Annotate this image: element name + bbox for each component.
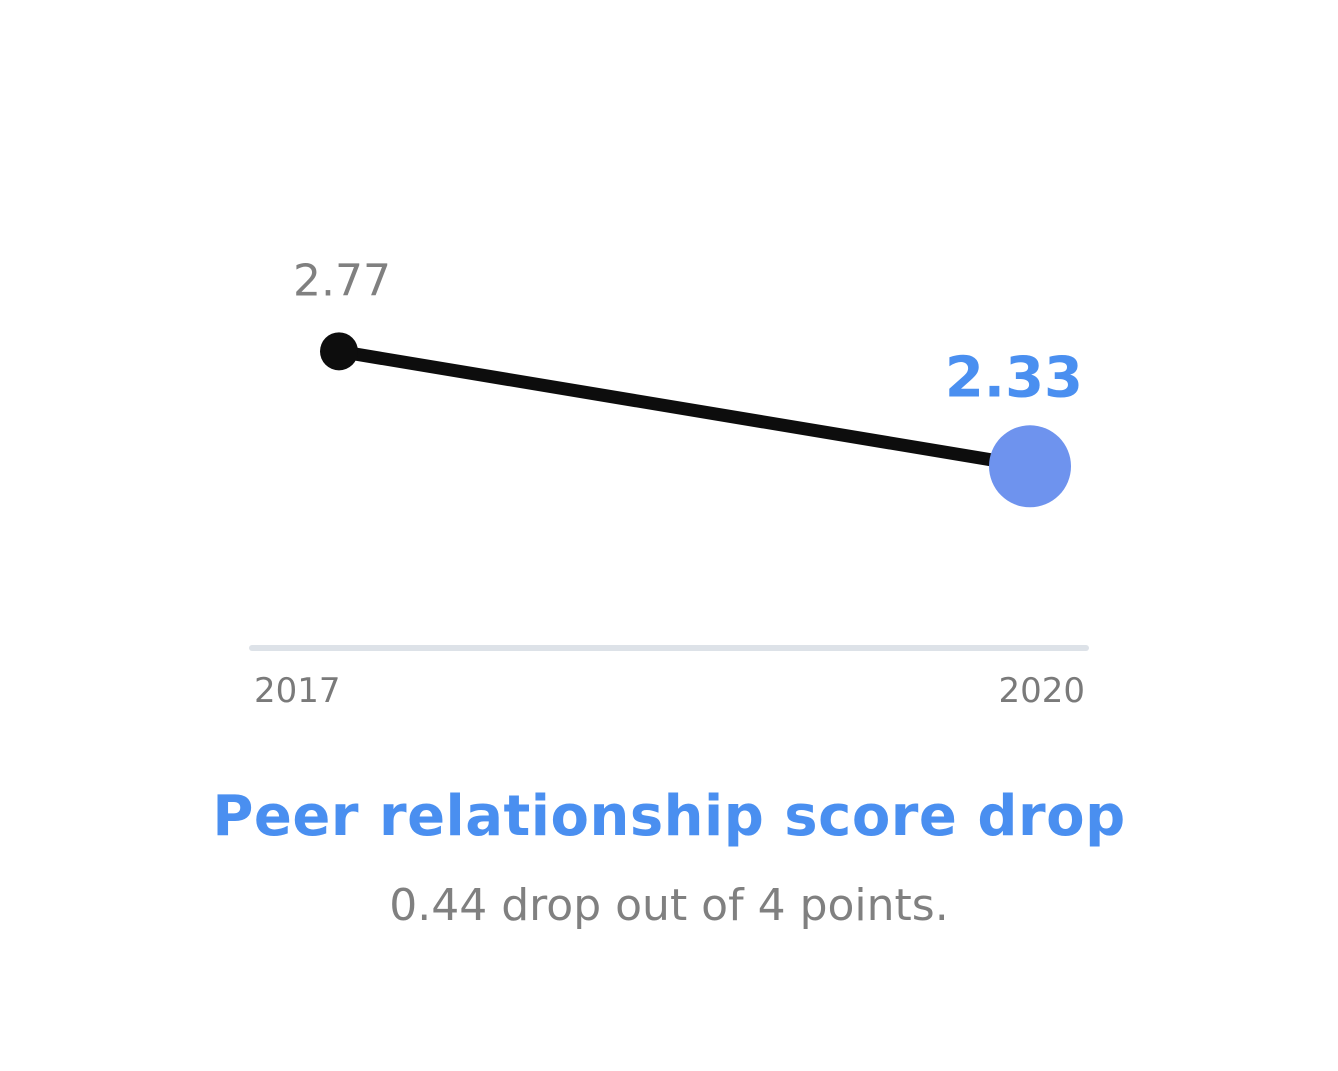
data-point-2017: [320, 332, 358, 371]
chart-subtitle: 0.44 drop out of 4 points.: [389, 880, 949, 931]
data-label-2017: 2.77: [293, 255, 391, 306]
data-point-2020: [989, 425, 1071, 508]
chart-title: Peer relationship score drop: [212, 784, 1126, 849]
x-tick-label-2017: 2017: [254, 671, 341, 711]
series-line: [332, 344, 1037, 473]
data-label-2020: 2.33: [945, 345, 1083, 410]
peer-score-line-chart: 2.77 2.33 2017 2020: [249, 255, 1089, 711]
x-tick-label-2020: 2020: [998, 671, 1085, 711]
